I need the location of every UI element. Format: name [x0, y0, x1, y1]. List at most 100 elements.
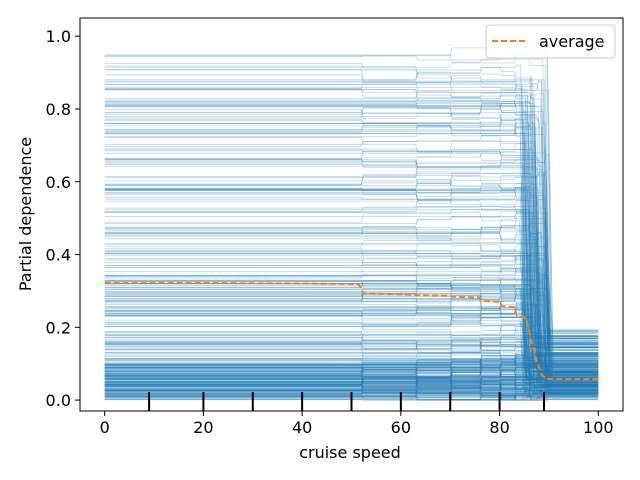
- ice-line: [104, 187, 599, 364]
- ice-line: [104, 133, 599, 388]
- ice-line: [104, 387, 599, 391]
- ice-line: [104, 391, 599, 398]
- ice-line: [104, 274, 599, 373]
- ice-line: [104, 54, 599, 340]
- ice-line: [104, 389, 599, 401]
- ice-line: [104, 119, 599, 393]
- ice-line: [104, 280, 599, 353]
- ice-line: [104, 187, 599, 360]
- ice-line: [104, 340, 599, 358]
- ice-line: [104, 379, 599, 389]
- x-tick-label: 40: [292, 418, 312, 437]
- ice-line: [104, 392, 599, 401]
- ice-line: [104, 75, 599, 363]
- ice-line: [104, 228, 599, 333]
- ice-line: [104, 101, 599, 373]
- ice-line: [104, 352, 599, 385]
- ice-line: [104, 262, 599, 373]
- ice-line: [104, 292, 599, 376]
- ice-line: [104, 373, 599, 393]
- ice-line: [104, 183, 599, 374]
- legend-box: [485, 24, 616, 59]
- ice-line: [104, 366, 599, 386]
- ice-line: [104, 381, 599, 390]
- ice-line: [104, 231, 599, 379]
- ice-line: [104, 380, 599, 386]
- ice-line: [104, 275, 599, 375]
- ice-line: [104, 376, 599, 387]
- ice-line: [104, 122, 599, 361]
- ice-line: [104, 163, 599, 357]
- ice-line: [104, 393, 599, 400]
- ice-line: [104, 250, 599, 344]
- ice-line: [104, 350, 599, 366]
- ice-line: [104, 393, 599, 401]
- ice-line: [104, 123, 599, 346]
- ice-line: [104, 390, 599, 401]
- ice-line: [104, 361, 599, 375]
- ice-line: [104, 375, 599, 385]
- ice-line: [104, 357, 599, 372]
- ice-line: [104, 385, 599, 396]
- ice-line: [104, 142, 599, 351]
- ice-line: [104, 128, 599, 378]
- ice-line: [104, 356, 599, 386]
- ice-line: [104, 294, 599, 362]
- ice-line: [104, 350, 599, 362]
- ice-line: [104, 94, 599, 336]
- ice-line: [104, 271, 599, 332]
- ice-line: [104, 389, 599, 394]
- ice-line: [104, 371, 599, 383]
- ice-line: [104, 81, 599, 346]
- ice-line: [104, 361, 599, 394]
- ice-line: [104, 372, 599, 389]
- ice-line: [104, 103, 599, 373]
- ice-line: [104, 84, 599, 384]
- ice-line: [104, 344, 599, 354]
- ice-line: [104, 79, 599, 391]
- ice-line: [104, 381, 599, 391]
- ice-line: [104, 389, 599, 399]
- ice-line: [104, 306, 599, 390]
- ice-line: [104, 93, 599, 358]
- ice-line: [104, 331, 599, 372]
- ice-line: [104, 258, 599, 365]
- ice-line: [104, 376, 599, 389]
- ice-line: [104, 380, 599, 387]
- ice-line: [104, 159, 599, 387]
- ice-lines: [104, 47, 599, 401]
- ice-line: [104, 385, 599, 401]
- legend: average: [485, 24, 616, 59]
- ice-line: [104, 172, 599, 376]
- ice-line: [104, 368, 599, 385]
- ice-line: [104, 399, 599, 401]
- ice-line: [104, 366, 599, 372]
- ice-line: [104, 106, 599, 364]
- ice-line: [104, 375, 599, 382]
- ice-line: [104, 342, 599, 365]
- ice-line: [104, 359, 599, 384]
- ice-line: [104, 383, 599, 400]
- ice-line: [104, 365, 599, 388]
- ice-line: [104, 382, 599, 394]
- ice-line: [104, 370, 599, 394]
- ice-line: [104, 198, 599, 367]
- ice-line: [104, 389, 599, 401]
- ice-line: [104, 389, 599, 401]
- ice-line: [104, 100, 599, 388]
- ice-line: [104, 295, 599, 381]
- ice-line: [104, 341, 599, 354]
- ice-line: [104, 375, 599, 388]
- ice-line: [104, 377, 599, 399]
- ice-line: [104, 393, 599, 401]
- ice-line: [104, 353, 599, 377]
- ice-line: [104, 391, 599, 397]
- ice-line: [104, 367, 599, 379]
- ice-line: [104, 375, 599, 385]
- ice-line: [104, 340, 599, 395]
- average-line: [104, 281, 599, 381]
- ice-line: [104, 358, 599, 363]
- ice-line: [104, 339, 599, 345]
- ice-line: [104, 379, 599, 384]
